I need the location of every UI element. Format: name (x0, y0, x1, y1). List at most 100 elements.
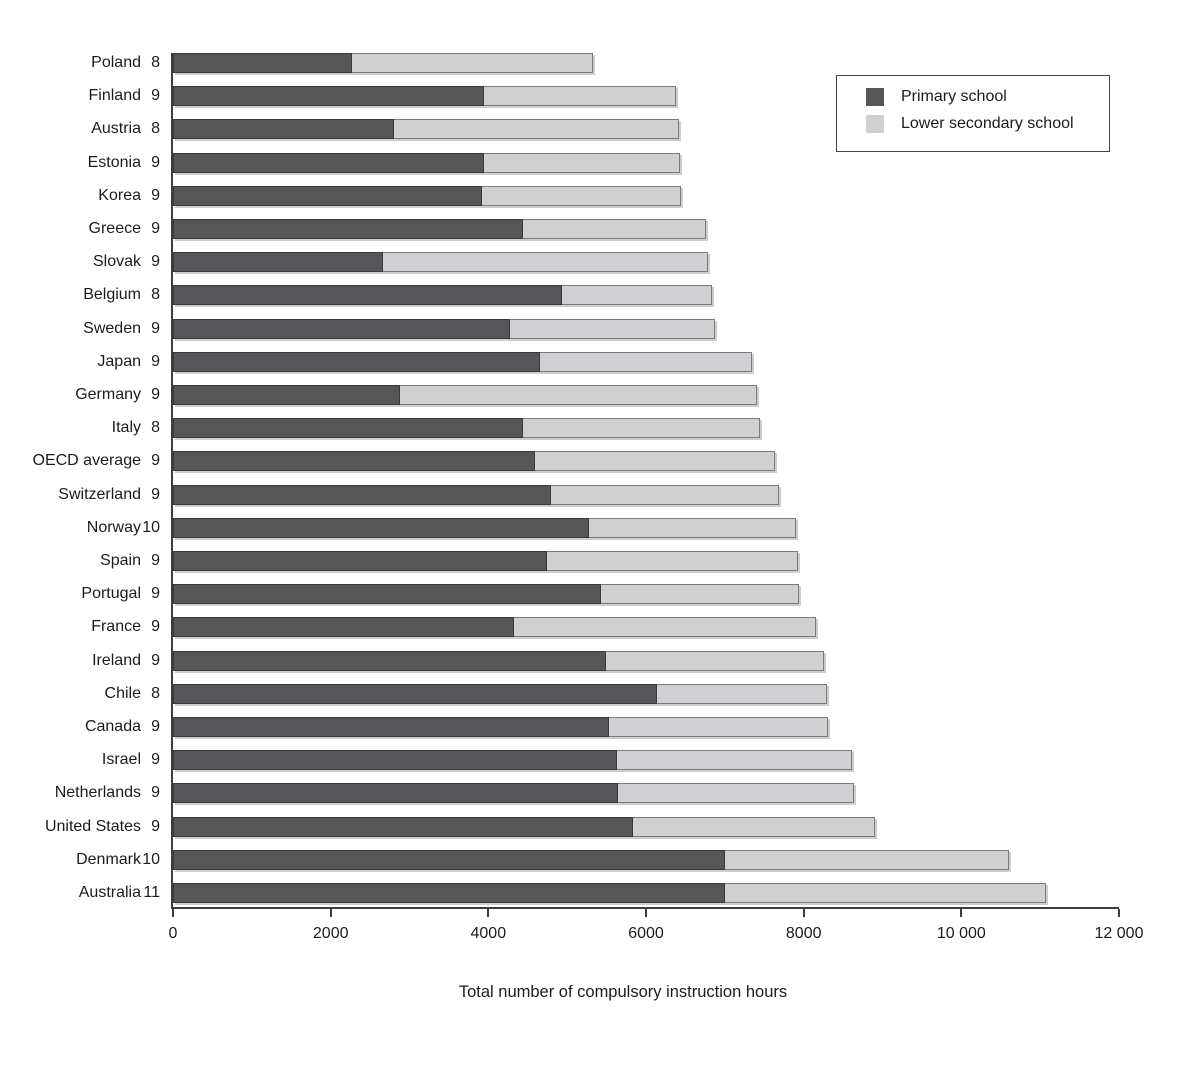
bar-row-israel (173, 750, 1119, 771)
lower-secondary-segment (546, 551, 799, 571)
lower-secondary-segment (632, 816, 876, 837)
primary-segment (173, 849, 725, 870)
country-name: Korea (98, 186, 141, 204)
lower-secondary-segment (540, 351, 752, 372)
stacked-bar (173, 53, 594, 73)
compulsory-years-value: 9 (151, 817, 160, 835)
category-label: Israel 9 (0, 750, 160, 770)
compulsory-years-value: 9 (151, 253, 160, 271)
x-tick-label: 8000 (785, 925, 822, 942)
primary-segment (173, 451, 535, 472)
legend: Primary school Lower secondary school (836, 75, 1110, 152)
primary-segment (173, 53, 352, 73)
stacked-bar (173, 119, 680, 140)
bar-row-austria (173, 119, 1119, 140)
primary-segment (173, 717, 609, 737)
country-name: OECD average (32, 452, 142, 470)
country-name: Japan (97, 352, 141, 370)
bar-row-australia (173, 883, 1119, 903)
bar-row-belgium (173, 285, 1119, 306)
bar-row-korea (173, 185, 1119, 206)
category-label: France 9 (0, 617, 160, 637)
lower-secondary-segment (589, 517, 796, 538)
category-label: Austria 8 (0, 119, 160, 139)
category-label: Finland 9 (0, 86, 160, 106)
lower-secondary-segment (482, 185, 682, 206)
stacked-bar (173, 318, 716, 339)
stacked-bar (173, 617, 817, 638)
category-label: Denmark 10 (0, 850, 160, 870)
bar-row-spain (173, 551, 1119, 571)
lower-secondary-segment (510, 318, 716, 339)
category-label: United States 9 (0, 817, 160, 837)
lower-secondary-segment (523, 418, 760, 439)
stacked-bar (173, 418, 760, 439)
lower-secondary-segment (618, 783, 855, 804)
x-axis-title: Total number of compulsory instruction h… (458, 983, 788, 1001)
bar-row-estonia (173, 152, 1119, 173)
category-label: Ireland 9 (0, 651, 160, 671)
country-name: Spain (100, 552, 141, 569)
stacked-bar (173, 883, 1046, 903)
compulsory-years-value: 9 (151, 718, 160, 735)
x-tick-mark (960, 909, 963, 917)
country-name: Canada (84, 718, 141, 735)
lower-secondary-segment (562, 285, 713, 306)
stacked-bar (173, 816, 876, 837)
lower-secondary-segment (523, 219, 706, 239)
category-label: OECD average 9 (0, 451, 161, 471)
primary-segment (173, 185, 483, 206)
bar-row-japan (173, 351, 1119, 372)
stacked-bar (173, 584, 799, 605)
compulsory-years-value: 11 (143, 884, 160, 901)
primary-segment (173, 318, 511, 339)
lower-secondary-segment (513, 617, 817, 638)
bar-row-poland (173, 53, 1119, 73)
country-name: Switzerland (58, 485, 141, 503)
bar-row-ireland (173, 650, 1119, 671)
bar-row-greece (173, 219, 1119, 239)
country-name: Austria (91, 120, 141, 138)
bar-row-united-states (173, 816, 1119, 837)
bar-row-netherlands (173, 783, 1119, 804)
axes-frame (171, 53, 1119, 909)
bar-row-italy (173, 418, 1119, 439)
country-name: Norway (86, 518, 141, 536)
stacked-bar (173, 185, 682, 206)
compulsory-years-value: 9 (151, 319, 160, 337)
category-label: Spain 9 (0, 551, 160, 571)
category-label: Netherlands 9 (0, 783, 160, 803)
category-label: Norway 10 (0, 518, 160, 538)
country-name: Netherlands (54, 784, 141, 802)
stacked-bar (173, 351, 752, 372)
compulsory-years-value: 8 (151, 684, 160, 702)
compulsory-years-value: 9 (151, 552, 160, 569)
stacked-bar (173, 451, 776, 472)
compulsory-years-value: 9 (151, 153, 160, 171)
country-name: Portugal (81, 585, 141, 603)
country-name: Germany (75, 386, 141, 403)
compulsory-years-value: 9 (151, 784, 160, 802)
country-name: Slovak (92, 253, 141, 271)
stacked-bar (173, 219, 706, 239)
country-name: France (91, 618, 141, 636)
compulsory-years-value: 8 (151, 286, 160, 304)
primary-segment (173, 285, 563, 306)
category-label: Switzerland 9 (0, 485, 160, 505)
lower-secondary-segment (393, 119, 680, 140)
category-label: Italy 8 (0, 418, 160, 438)
compulsory-years-value: 8 (151, 54, 160, 71)
category-label: Chile 8 (0, 684, 160, 704)
legend-label-secondary: Lower secondary school (901, 115, 1074, 132)
stacked-bar (173, 86, 676, 107)
bar-row-france (173, 617, 1119, 638)
category-label: Slovak 9 (0, 252, 160, 272)
country-name: Australia (78, 884, 141, 901)
bar-row-sweden (173, 318, 1119, 339)
x-tick-label: 12 000 (1094, 925, 1144, 942)
stacked-bar (173, 252, 709, 273)
legend-swatch-secondary-icon (866, 115, 884, 133)
x-tick-label: 10 000 (936, 925, 986, 942)
x-tick-mark (329, 909, 332, 917)
